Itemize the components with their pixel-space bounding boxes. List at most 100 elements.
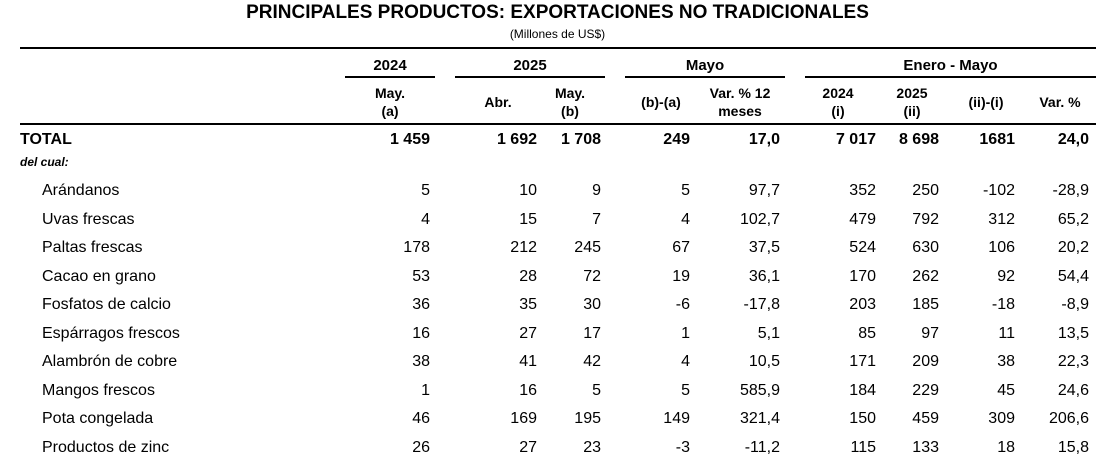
row-value: 184 [849, 382, 876, 399]
row-value: 23 [583, 439, 601, 456]
row-label: Pota congelada [42, 410, 154, 427]
row-value: 195 [574, 410, 601, 427]
row-value: 352 [849, 182, 876, 199]
row-value: 4 [681, 211, 690, 228]
row-value: 15,8 [1057, 439, 1089, 456]
total-value: 1 459 [389, 131, 430, 148]
row-value: 185 [912, 296, 939, 313]
row-value: 479 [849, 211, 876, 228]
row-value: 20,2 [1057, 239, 1089, 256]
row-label: Cacao en grano [42, 268, 156, 285]
total-value: 24,0 [1057, 131, 1089, 148]
row-value: 28 [519, 268, 537, 285]
row-value: 102,7 [739, 211, 780, 228]
total-label: TOTAL [20, 131, 72, 148]
row-value: 171 [849, 353, 876, 370]
row-value: 321,4 [739, 410, 780, 427]
row-value: 97,7 [748, 182, 780, 199]
row-value: -11,2 [744, 439, 780, 456]
row-value: 42 [583, 353, 601, 370]
row-value: 312 [988, 211, 1015, 228]
row-value: 212 [510, 239, 537, 256]
row-value: 115 [850, 439, 876, 456]
row-value: 67 [672, 239, 690, 256]
total-value: 1 692 [496, 131, 537, 148]
col-may-b: May. (b) [554, 85, 586, 119]
row-value: 72 [583, 268, 601, 285]
group-mayo: Mayo [685, 57, 725, 74]
table-title: PRINCIPALES PRODUCTOS: EXPORTACIONES NO … [246, 2, 869, 23]
total-value: 8 698 [898, 131, 939, 148]
row-label: Paltas frescas [42, 239, 143, 256]
row-value: 27 [519, 439, 537, 456]
col-abr: Abr. [484, 94, 512, 110]
row-value: 170 [849, 268, 876, 285]
row-value: 133 [912, 439, 939, 456]
row-value: 92 [997, 268, 1015, 285]
group-2024-underline [345, 76, 435, 78]
row-value: 17 [583, 325, 601, 342]
total-value: 1681 [979, 131, 1015, 148]
row-value: 54,4 [1057, 268, 1089, 285]
row-label: Fosfatos de calcio [42, 296, 171, 313]
row-value: 36,1 [748, 268, 780, 285]
top-rule [20, 47, 1096, 49]
row-value: 250 [912, 182, 939, 199]
total-value: 1 708 [560, 131, 601, 148]
col-em2024: 2024 (i) [822, 85, 854, 119]
row-value: 36 [412, 296, 430, 313]
row-value: 41 [519, 353, 537, 370]
row-label: Mangos frescos [42, 382, 155, 399]
row-value: 45 [997, 382, 1015, 399]
row-label: Productos de zinc [42, 439, 170, 456]
row-value: 1 [681, 325, 690, 342]
row-value: 16 [412, 325, 430, 342]
row-value: 38 [997, 353, 1015, 370]
row-value: 46 [412, 410, 430, 427]
row-value: -8,9 [1061, 296, 1089, 313]
row-value: 203 [849, 296, 876, 313]
row-value: 5 [421, 182, 430, 199]
row-value: 27 [519, 325, 537, 342]
row-value: 1 [421, 382, 430, 399]
row-value: 206,6 [1048, 410, 1089, 427]
header-rule [20, 123, 1096, 125]
col-emvar: Var. % [1039, 94, 1081, 110]
row-value: 10 [519, 182, 537, 199]
row-value: 10,5 [748, 353, 780, 370]
group-mayo-underline [625, 76, 785, 78]
row-value: 26 [412, 439, 430, 456]
del-cual-label: del cual: [20, 155, 69, 169]
row-value: 149 [663, 410, 690, 427]
row-value: 5 [592, 382, 601, 399]
row-value: 5,1 [757, 325, 780, 342]
row-value: 209 [912, 353, 939, 370]
row-label: Alambrón de cobre [42, 353, 178, 370]
row-value: 585,9 [739, 382, 780, 399]
row-value: 35 [519, 296, 537, 313]
row-value: 524 [849, 239, 876, 256]
row-value: 792 [912, 211, 939, 228]
row-value: 262 [912, 268, 939, 285]
row-value: -28,9 [1052, 182, 1089, 199]
row-value: 309 [988, 410, 1015, 427]
group-2025-underline [455, 76, 605, 78]
row-value: 4 [421, 211, 430, 228]
row-value: -6 [675, 296, 690, 313]
row-label: Uvas frescas [42, 211, 135, 228]
row-value: 37,5 [748, 239, 780, 256]
row-value: 5 [681, 182, 690, 199]
row-value: 106 [988, 239, 1015, 256]
row-value: -18 [991, 296, 1015, 313]
row-value: -3 [675, 439, 690, 456]
group-enero-mayo: Enero - Mayo [903, 57, 998, 74]
row-value: 19 [672, 268, 690, 285]
row-value: 5 [681, 382, 690, 399]
row-value: 7 [592, 211, 601, 228]
row-value: 30 [583, 296, 601, 313]
row-value: 15 [519, 211, 537, 228]
group-enero-mayo-underline [805, 76, 1096, 78]
col-diff: (b)-(a) [641, 94, 681, 110]
row-label: Espárragos frescos [42, 325, 180, 342]
group-2025: 2025 [513, 57, 547, 74]
